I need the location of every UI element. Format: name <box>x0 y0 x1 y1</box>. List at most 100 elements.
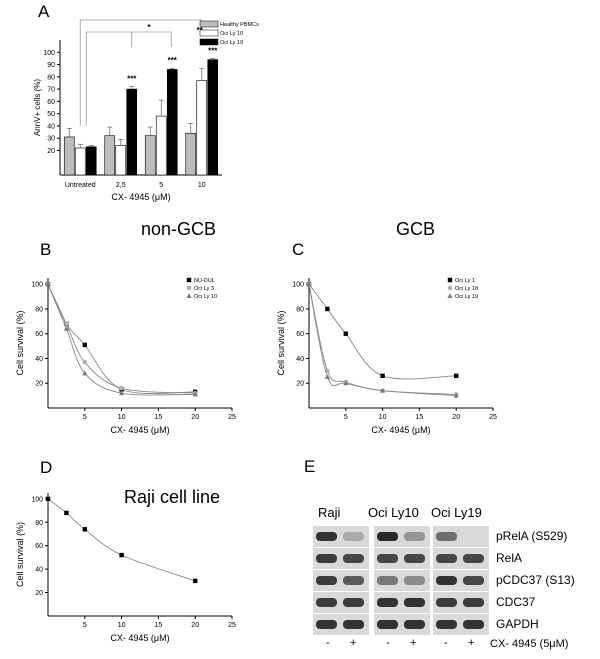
blot-band <box>463 554 484 563</box>
panel-label-b: B <box>40 240 52 259</box>
d-x-tick-label: 5 <box>83 622 87 629</box>
c-legend-marker <box>447 277 453 283</box>
a-bracket-outer <box>79 19 203 126</box>
treatment-sign: + <box>350 637 357 649</box>
blot-band <box>377 554 398 563</box>
d-data-point <box>82 527 87 532</box>
c-fit-curve <box>308 283 457 380</box>
lane-group-label: Raji <box>318 505 341 520</box>
a-bar <box>85 146 97 176</box>
c-x-tick-label: 5 <box>344 414 348 421</box>
b-fit-curve <box>47 284 196 396</box>
c-y-tick-label: 80 <box>296 306 304 313</box>
a-category-label: 5 <box>159 182 163 189</box>
blot-strip <box>313 570 369 591</box>
blot-band <box>343 532 364 541</box>
c-x-tick-label: 20 <box>452 414 460 421</box>
b-data-point <box>45 281 51 287</box>
a-legend-label: Oci Ly 10 <box>220 31 243 37</box>
a-legend-label: Healthy PBMCs <box>220 22 259 28</box>
blot-band <box>316 598 337 607</box>
d-fit-curve <box>47 498 196 582</box>
a-bar <box>104 135 116 176</box>
b-y-tick-label: 100 <box>31 282 43 289</box>
protein-label: CDC37 <box>496 595 536 609</box>
blot-strip <box>374 614 430 635</box>
c-data-point <box>306 281 312 287</box>
lane-group-label: Oci Ly10 <box>368 505 419 520</box>
a-y-tick-label: 100 <box>43 50 55 57</box>
a-x-axis-label: CX- 4945 (μM) <box>111 192 170 202</box>
a-legend-label: Oci Ly 19 <box>220 40 243 46</box>
c-data-point <box>343 331 348 336</box>
d-data-point <box>64 510 69 516</box>
a-significance-stars: *** <box>127 75 137 84</box>
a-legend-swatch <box>199 38 219 46</box>
b-data-point <box>119 390 125 396</box>
b-x-tick-label: 20 <box>191 414 199 421</box>
treatment-sign: + <box>468 637 475 649</box>
blot-band <box>377 620 398 629</box>
b-legend-label: NU-DUL <box>194 278 215 284</box>
panel-label-a: A <box>38 2 50 21</box>
blot-band <box>377 598 398 607</box>
a-bar <box>185 132 197 176</box>
c-y-tick-label: 60 <box>296 331 304 338</box>
blot-band <box>316 532 337 541</box>
b-data-point <box>119 385 124 391</box>
b-x-tick-label: 25 <box>228 414 236 421</box>
a-y-tick-label: 30 <box>47 136 55 143</box>
d-y-tick-label: 100 <box>31 496 43 503</box>
d-data-point <box>119 552 124 558</box>
a-bar <box>207 59 219 176</box>
blot-band <box>377 532 398 541</box>
blot-band <box>316 554 337 563</box>
panel-label-c: C <box>292 240 305 259</box>
d-y-axis-label: Cell survival (%) <box>15 522 25 587</box>
blot-strip <box>433 548 489 569</box>
c-legend-marker <box>447 293 453 298</box>
a-legend-swatch <box>199 29 219 37</box>
d-data-point <box>45 496 51 502</box>
b-legend-marker <box>186 285 192 291</box>
c-x-tick-label: 10 <box>379 414 387 421</box>
d-x-tick-label: 20 <box>191 622 199 629</box>
a-bracket-inner <box>85 31 172 126</box>
d-x-axis-label: CX- 4945 (μM) <box>110 633 169 643</box>
b-x-tick-label: 10 <box>118 414 126 421</box>
blot-band <box>404 532 425 541</box>
blot-band <box>463 620 484 629</box>
a-legend-swatch <box>199 20 219 28</box>
b-legend-marker <box>186 293 192 298</box>
protein-label: RelA <box>496 551 523 565</box>
b-data-point <box>82 342 87 348</box>
d-x-tick-label: 25 <box>228 622 236 629</box>
a-y-tick-label: 20 <box>47 148 55 155</box>
lane-group-label: Oci Ly19 <box>431 505 482 520</box>
a-significance-stars: *** <box>208 46 218 55</box>
a-bracket-star: * <box>147 23 151 32</box>
b-y-tick-label: 20 <box>35 381 43 388</box>
c-x-axis-label: CX- 4945 (μM) <box>371 425 430 435</box>
a-bar <box>126 88 138 176</box>
blot-strip <box>433 592 489 613</box>
d-y-tick-label: 80 <box>35 520 43 527</box>
d-y-tick-label: 60 <box>35 543 43 550</box>
b-legend-marker <box>186 277 192 283</box>
c-y-tick-label: 20 <box>296 381 304 388</box>
c-data-point <box>380 387 386 393</box>
c-y-tick-label: 100 <box>292 282 304 289</box>
treatment-label: CX- 4945 (5μM) <box>490 638 569 650</box>
c-y-axis-label: Cell survival (%) <box>276 310 286 375</box>
blot-band <box>436 598 457 607</box>
d-data-point <box>193 578 198 584</box>
panel-label-e: E <box>304 457 316 476</box>
c-x-tick-label: 25 <box>489 414 497 421</box>
b-data-point <box>63 326 69 331</box>
b-data-point <box>192 391 198 397</box>
blot-strip <box>313 592 369 613</box>
blot-band <box>436 554 457 563</box>
blot-strip <box>313 526 369 547</box>
b-y-tick-label: 80 <box>35 306 43 313</box>
b-y-tick-label: 60 <box>35 331 43 338</box>
